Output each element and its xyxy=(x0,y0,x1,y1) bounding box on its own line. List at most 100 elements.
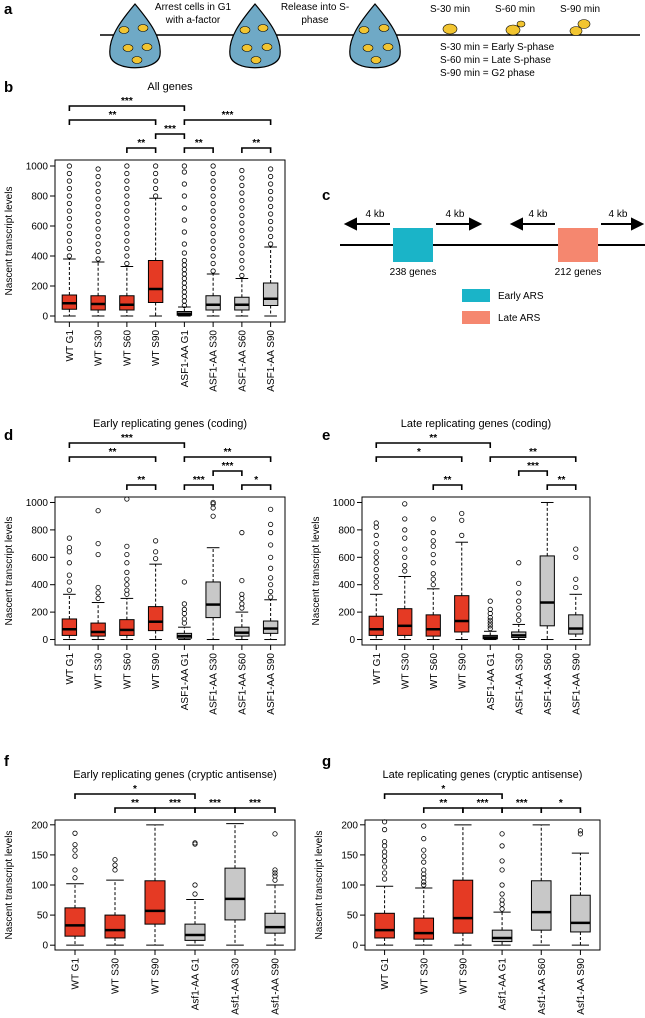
outlier xyxy=(402,546,408,552)
outlier xyxy=(95,226,101,232)
y-tick-label: 0 xyxy=(42,635,48,646)
outlier xyxy=(239,242,245,249)
outlier xyxy=(487,620,493,626)
outlier xyxy=(268,521,274,528)
outlier xyxy=(573,546,579,552)
outlier xyxy=(95,218,101,225)
y-tick-label: 600 xyxy=(338,553,355,564)
outlier xyxy=(421,823,427,829)
outlier xyxy=(577,831,584,837)
outlier xyxy=(430,551,436,558)
outlier xyxy=(373,520,379,526)
outlier xyxy=(210,268,216,274)
outlier xyxy=(95,211,101,217)
x-tick-label: Asf1-AA S30 xyxy=(231,958,242,1015)
chart-title: Late replicating genes (cryptic antisens… xyxy=(383,769,583,781)
outlier xyxy=(373,584,379,591)
plot-frame xyxy=(54,496,286,646)
outlier xyxy=(192,882,198,888)
box xyxy=(413,917,435,940)
outlier xyxy=(66,163,72,169)
outlier xyxy=(72,842,78,848)
x-tick-label: WT S30 xyxy=(400,653,411,689)
outlier xyxy=(95,173,101,180)
outlier xyxy=(124,260,130,267)
outlier xyxy=(373,573,379,580)
y-tick-label: 50 xyxy=(347,911,359,922)
outlier xyxy=(430,571,436,577)
significance-label: *** xyxy=(169,798,181,809)
outlier xyxy=(421,867,427,873)
significance-label: ** xyxy=(252,138,260,149)
x-tick-label: WT G1 xyxy=(380,958,391,990)
outlier xyxy=(516,612,522,618)
significance-bracket xyxy=(234,807,276,813)
legend-label: Late ARS xyxy=(498,313,541,324)
outlier xyxy=(95,241,101,247)
box xyxy=(368,615,384,636)
outlier xyxy=(124,193,130,199)
outlier xyxy=(239,190,245,196)
outlier xyxy=(487,606,493,612)
outlier xyxy=(272,870,278,876)
outlier xyxy=(210,208,216,214)
outlier xyxy=(66,223,72,229)
y-tick-label: 0 xyxy=(42,941,48,952)
outlier xyxy=(239,591,245,597)
legend-label: Early ARS xyxy=(498,291,544,302)
outlier xyxy=(487,623,493,629)
box xyxy=(61,618,78,636)
outlier xyxy=(181,271,187,277)
outlier xyxy=(72,847,78,853)
significance-label: *** xyxy=(249,798,261,809)
outlier xyxy=(66,178,72,184)
box xyxy=(568,614,584,635)
y-tick-label: 150 xyxy=(341,850,358,861)
outlier xyxy=(373,549,379,555)
outlier xyxy=(402,535,408,541)
outlier xyxy=(268,226,274,232)
outlier xyxy=(268,233,274,240)
outlier xyxy=(210,185,216,192)
outlier xyxy=(402,516,408,522)
outlier xyxy=(95,540,101,547)
x-tick-label: ASF1-AA S60 xyxy=(543,653,554,715)
x-tick-label: WT S60 xyxy=(122,653,133,689)
outlier xyxy=(381,864,388,870)
legend-swatch xyxy=(462,289,490,302)
panel-label: f xyxy=(4,753,10,770)
outlier xyxy=(430,576,436,582)
outlier xyxy=(153,170,159,177)
significance-bracket xyxy=(375,442,492,448)
significance-bracket xyxy=(154,133,186,139)
box xyxy=(530,880,552,931)
outlier xyxy=(421,836,427,842)
box xyxy=(205,295,221,311)
outlier xyxy=(66,230,72,237)
outlier xyxy=(239,272,245,279)
outlier xyxy=(268,218,274,225)
y-tick-label: 1000 xyxy=(26,162,49,173)
outlier xyxy=(381,870,388,876)
outlier xyxy=(239,167,245,174)
significance-label: ** xyxy=(439,798,447,809)
outlier xyxy=(181,266,187,273)
outlier xyxy=(459,510,465,517)
significance-bracket xyxy=(68,119,157,125)
outlier xyxy=(66,587,72,593)
panel-label: c xyxy=(322,187,330,204)
outlier xyxy=(124,576,130,582)
step-text: Arrest cells in G1 xyxy=(155,2,232,13)
outlier xyxy=(124,178,130,184)
outlier xyxy=(66,238,72,244)
outlier xyxy=(430,516,436,522)
outlier xyxy=(210,245,216,252)
x-tick-label: ASF1-AA S90 xyxy=(266,330,277,392)
significance-bracket xyxy=(241,147,272,153)
box xyxy=(104,914,126,939)
outlier xyxy=(516,617,522,623)
outlier xyxy=(239,182,245,189)
panel-label: g xyxy=(322,753,331,770)
distance-label: 4 kb xyxy=(366,209,385,220)
outlier xyxy=(381,843,388,849)
